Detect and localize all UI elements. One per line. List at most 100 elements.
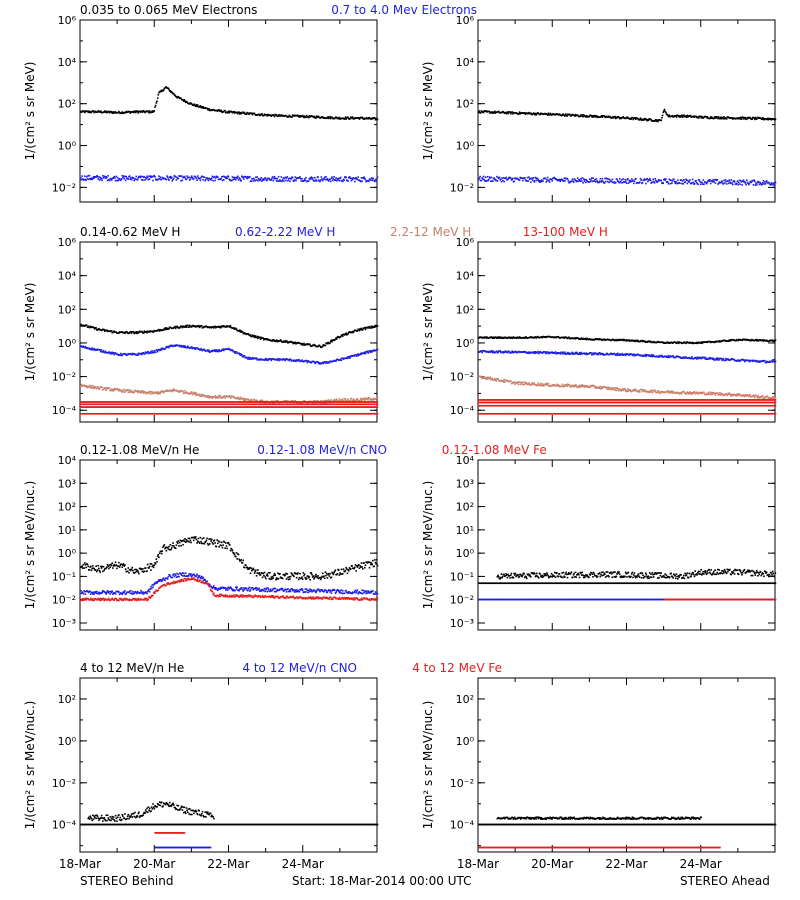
- data-point: [221, 349, 224, 351]
- data-point: [720, 117, 723, 120]
- data-point: [663, 110, 665, 112]
- data-point: [524, 112, 526, 114]
- data-point: [174, 327, 177, 330]
- data-point: [242, 176, 244, 178]
- data-point: [717, 117, 719, 120]
- data-point: [265, 359, 268, 361]
- data-point: [487, 179, 489, 182]
- data-point: [141, 175, 144, 178]
- data-point: [213, 396, 216, 398]
- data-point: [122, 176, 124, 179]
- data-point: [341, 357, 344, 359]
- data-point: [140, 390, 143, 392]
- data-point: [688, 180, 691, 183]
- data-point: [697, 183, 699, 186]
- data-point: [158, 175, 160, 177]
- data-point: [311, 115, 314, 118]
- data-point: [649, 178, 651, 180]
- data-point: [639, 117, 642, 119]
- data-point: [278, 359, 281, 362]
- series-red: [80, 401, 379, 415]
- data-point: [335, 338, 338, 340]
- data-point: [203, 348, 206, 351]
- data-point: [263, 178, 266, 180]
- data-point: [663, 108, 666, 111]
- data-point: [530, 181, 532, 183]
- data-point: [521, 177, 524, 179]
- data-point: [279, 115, 282, 117]
- data-point: [218, 395, 221, 398]
- data-point: [293, 180, 295, 182]
- row-title-tan: 2.2-12 MeV H: [390, 225, 471, 239]
- data-point: [370, 350, 373, 352]
- data-point: [621, 179, 623, 181]
- data-point: [594, 116, 596, 118]
- data-point: [112, 352, 115, 354]
- data-point: [174, 175, 177, 178]
- data-point: [762, 116, 764, 119]
- data-point: [233, 176, 235, 179]
- data-point: [590, 114, 592, 117]
- data-point: [141, 391, 144, 393]
- data-point: [755, 184, 758, 186]
- data-point: [360, 327, 363, 330]
- data-point: [647, 119, 650, 122]
- data-point: [246, 177, 248, 180]
- data-point: [349, 357, 351, 359]
- data-point: [503, 180, 505, 183]
- data-point: [279, 340, 281, 342]
- data-point: [375, 397, 377, 400]
- data-point: [142, 351, 145, 354]
- data-point: [142, 352, 144, 355]
- data-point: [351, 331, 353, 334]
- data-point: [540, 181, 542, 183]
- data-point: [284, 176, 287, 179]
- data-point: [739, 179, 742, 182]
- data-point: [639, 177, 642, 180]
- data-point: [124, 175, 126, 178]
- data-point: [199, 349, 202, 351]
- data-point: [327, 116, 329, 118]
- data-point: [129, 178, 132, 180]
- data-point: [527, 180, 530, 182]
- data-point: [98, 175, 100, 178]
- data-point: [619, 178, 621, 180]
- data-point: [285, 399, 288, 402]
- data-point: [326, 117, 329, 119]
- data-point: [577, 180, 580, 183]
- data-point: [646, 119, 648, 122]
- data-point: [108, 179, 111, 182]
- data-point: [140, 353, 143, 356]
- data-point: [203, 176, 206, 179]
- data-point: [102, 351, 104, 353]
- data-point: [353, 355, 356, 357]
- data-point: [701, 115, 703, 118]
- data-point: [302, 115, 305, 118]
- data-point: [159, 392, 162, 395]
- data-point: [307, 116, 310, 119]
- data-point: [591, 180, 594, 183]
- data-point: [531, 177, 534, 179]
- data-point: [483, 178, 485, 181]
- data-point: [506, 111, 509, 114]
- data-point: [370, 327, 372, 329]
- data-point: [664, 110, 667, 113]
- data-point: [88, 110, 90, 112]
- data-point: [753, 180, 756, 183]
- data-point: [147, 110, 150, 113]
- data-point: [158, 178, 161, 180]
- data-point: [301, 342, 303, 345]
- data-point: [655, 120, 658, 122]
- data-point: [181, 179, 184, 182]
- data-point: [315, 402, 318, 404]
- data-point: [655, 179, 657, 182]
- y-tick-label: 10⁻⁴: [52, 404, 77, 417]
- data-point: [319, 345, 321, 347]
- data-point: [283, 358, 286, 361]
- data-point: [229, 324, 232, 327]
- data-point: [687, 116, 689, 118]
- data-point: [315, 117, 317, 119]
- data-point: [741, 184, 743, 186]
- data-point: [486, 175, 489, 178]
- data-point: [158, 91, 161, 93]
